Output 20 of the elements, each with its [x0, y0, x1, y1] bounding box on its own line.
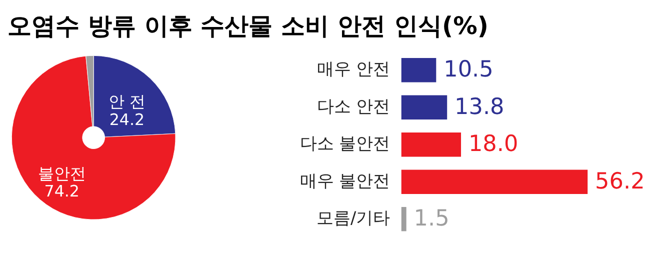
- data-label: 24.2: [109, 110, 145, 129]
- data-label: 18.0: [468, 131, 518, 158]
- y-tick-label: 매우 안전: [316, 58, 390, 79]
- bar: [401, 132, 462, 157]
- data-label: 1.5: [414, 206, 450, 232]
- bar: [401, 206, 406, 232]
- data-label: 74.2: [44, 182, 80, 201]
- slice-label: 안 전: [108, 92, 146, 112]
- text: 오염수 방류 이후 수산물 소비 안전 인식(%): [7, 12, 488, 40]
- bar: [401, 170, 588, 194]
- data-label: 56.2: [595, 168, 645, 194]
- y-tick-label: 다소 안전: [316, 96, 390, 116]
- y-tick-label: 모름/기타: [316, 208, 390, 228]
- data-label: 10.5: [444, 56, 494, 83]
- y-tick-label: 다소 불안전: [300, 133, 390, 154]
- slice-label: 불안전: [38, 164, 86, 183]
- y-tick-label: 매우 불안전: [300, 170, 390, 190]
- bar: [401, 58, 436, 82]
- data-label: 13.8: [454, 94, 504, 120]
- bar: [401, 95, 448, 120]
